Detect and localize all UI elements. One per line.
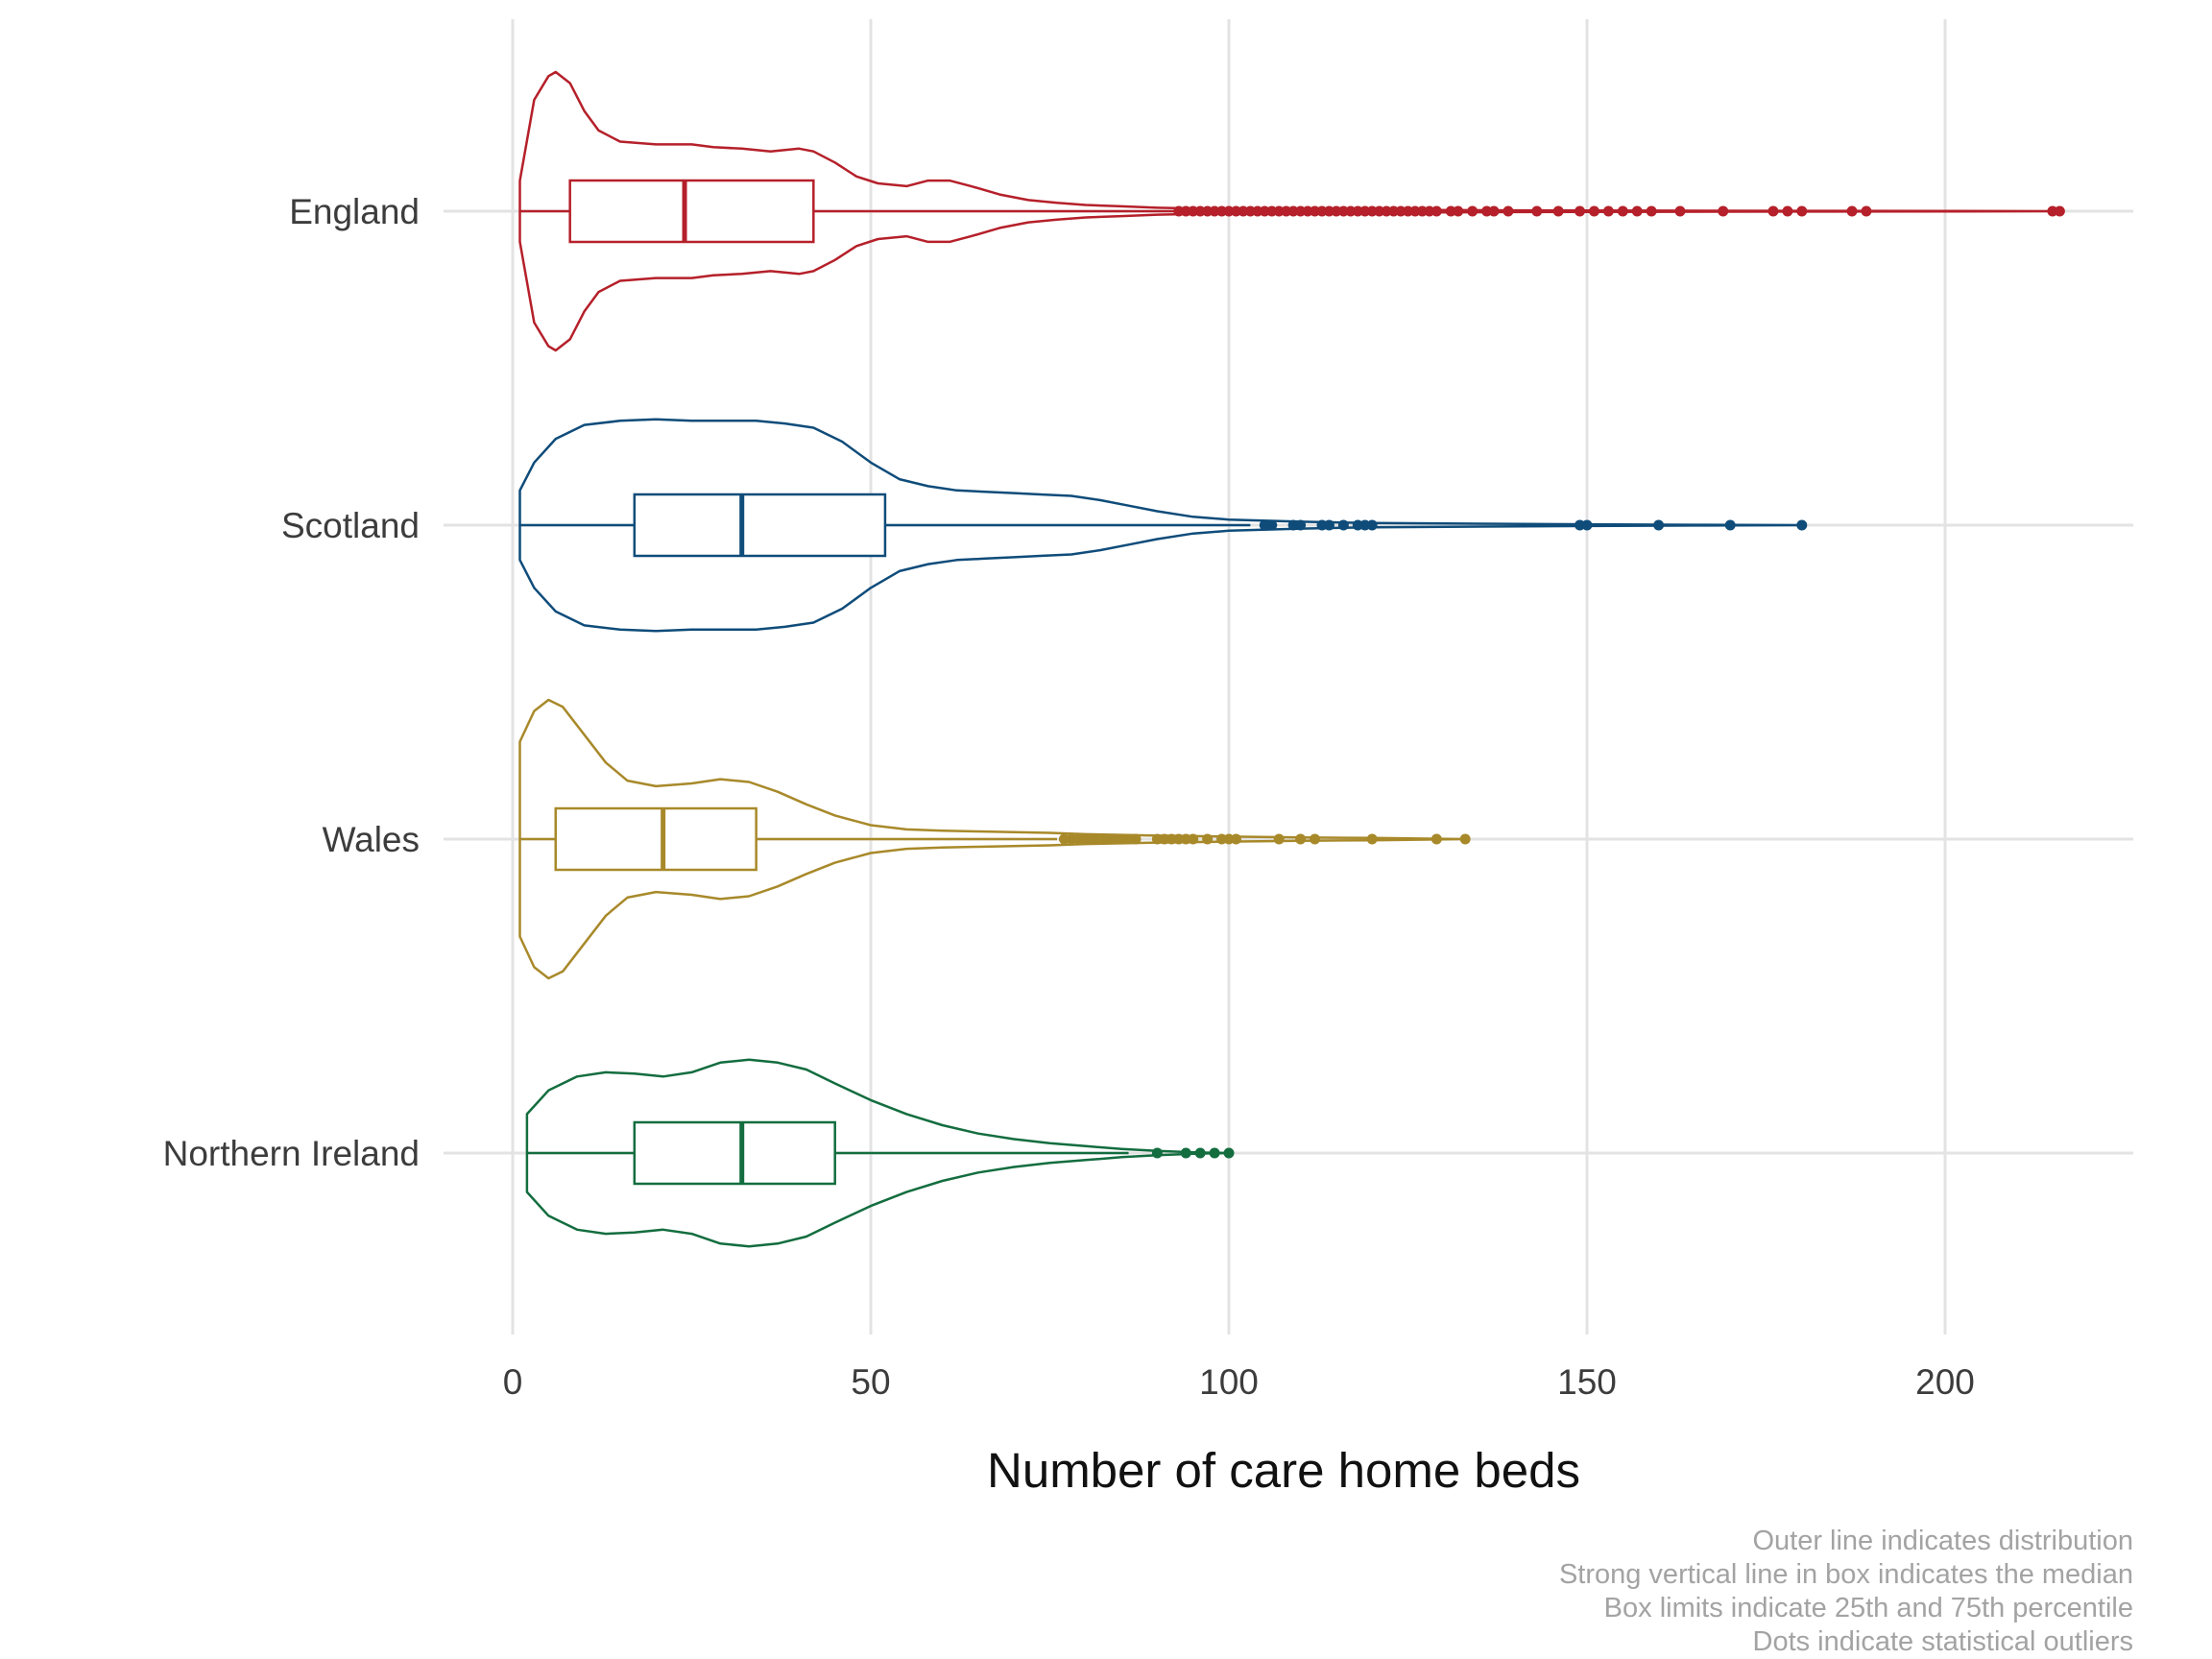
outlier-point (1588, 205, 1599, 217)
outlier-point (1503, 205, 1514, 217)
caption-line: Box limits indicate 25th and 75th percen… (1604, 1593, 2133, 1623)
outlier-point (1617, 205, 1628, 217)
outlier-point (1295, 519, 1307, 531)
x-tick-label: 0 (503, 1362, 523, 1402)
outlier-point (1718, 205, 1729, 217)
outlier-point (1431, 833, 1442, 845)
outlier-point (1266, 519, 1278, 531)
outlier-point (1295, 833, 1307, 845)
outlier-point (1782, 205, 1793, 217)
outlier-point (1575, 205, 1586, 217)
outlier-point (1531, 205, 1543, 217)
outlier-point (1861, 205, 1872, 217)
x-axis-title: Number of care home beds (987, 1443, 1580, 1498)
outlier-point (1467, 205, 1479, 217)
y-tick-label: Wales (323, 820, 420, 859)
y-axis-labels: England Scotland Wales Northern Ireland (163, 192, 420, 1173)
outlier-point (1674, 205, 1686, 217)
outlier-point (1273, 833, 1285, 845)
plot-marks (518, 70, 2065, 1248)
outlier-point (1653, 519, 1665, 531)
outlier-point (1796, 519, 1808, 531)
outlier-point (1323, 519, 1334, 531)
caption: Outer line indicates distributionStrong … (1559, 1526, 2133, 1657)
series-scotland (518, 418, 1808, 633)
outlier-point (2054, 205, 2065, 217)
outlier-point (1796, 205, 1808, 217)
box (633, 1120, 836, 1186)
outlier-point (1724, 519, 1736, 531)
outlier-point (1453, 205, 1464, 217)
caption-line: Strong vertical line in box indicates th… (1559, 1559, 2133, 1590)
outlier-point (1646, 205, 1657, 217)
x-tick-label: 200 (1915, 1362, 1975, 1402)
outlier-point (1310, 833, 1321, 845)
outlier-point (1488, 205, 1500, 217)
series-wales (518, 698, 1471, 980)
x-tick-label: 50 (851, 1362, 890, 1402)
caption-line: Dots indicate statistical outliers (1753, 1626, 2134, 1657)
box (568, 179, 815, 244)
outlier-point (1188, 833, 1199, 845)
outlier-point (1366, 833, 1378, 845)
outlier-point (1130, 833, 1142, 845)
x-axis-labels: 0 50 100 150 200 (503, 1362, 1975, 1402)
x-tick-label: 100 (1199, 1362, 1259, 1402)
box (633, 493, 887, 558)
outlier-point (1223, 1147, 1235, 1159)
outlier-point (1602, 205, 1614, 217)
outlier-point (1337, 519, 1349, 531)
outlier-point (1202, 833, 1214, 845)
x-tick-label: 150 (1557, 1362, 1617, 1402)
y-tick-label: Northern Ireland (163, 1134, 420, 1173)
outlier-point (1431, 205, 1442, 217)
outlier-point (1180, 1147, 1191, 1159)
outlier-point (1151, 1147, 1163, 1159)
y-tick-label: Scotland (281, 506, 420, 545)
outlier-point (1767, 205, 1779, 217)
outlier-point (1194, 1147, 1206, 1159)
outlier-point (1366, 519, 1378, 531)
box (554, 806, 757, 872)
outlier-point (1552, 205, 1564, 217)
y-tick-label: England (289, 192, 420, 231)
outlier-point (1230, 833, 1241, 845)
outlier-point (1631, 205, 1643, 217)
outlier-point (1459, 833, 1471, 845)
outlier-point (1581, 519, 1593, 531)
outlier-point (1846, 205, 1858, 217)
series-england (518, 70, 2065, 352)
outlier-point (1209, 1147, 1220, 1159)
series-northern-ireland (525, 1058, 1235, 1248)
caption-line: Outer line indicates distribution (1752, 1526, 2133, 1556)
